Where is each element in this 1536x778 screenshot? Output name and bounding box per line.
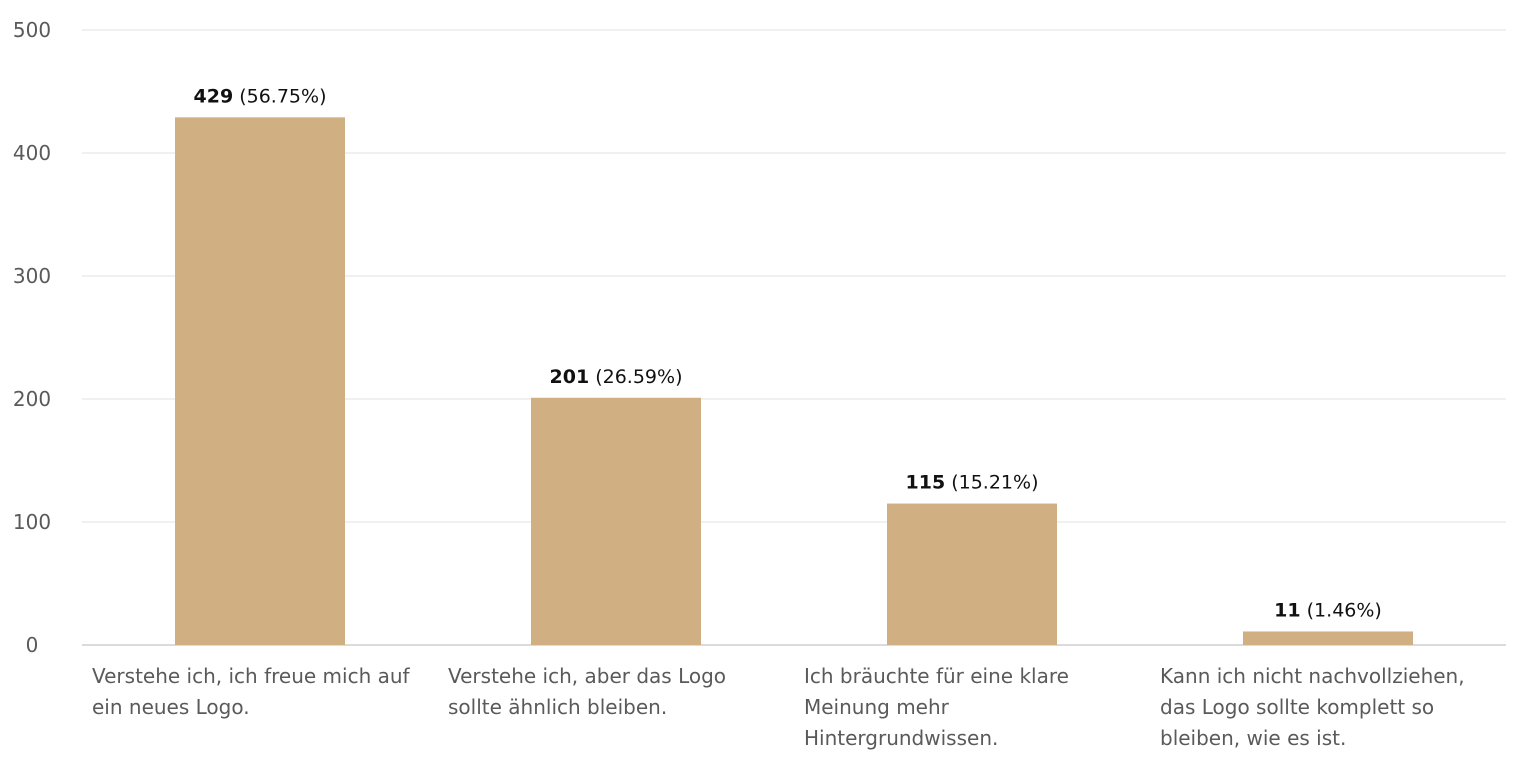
x-axis-ticks: Verstehe ich, ich freue mich auf ein neue… xyxy=(92,664,1465,750)
y-tick-label: 100 xyxy=(13,510,51,534)
y-axis-ticks: 0 100 200 300 400 500 xyxy=(13,18,51,657)
y-tick-label: 400 xyxy=(13,141,51,165)
data-label: 429 (56.75%) xyxy=(194,85,327,107)
bar xyxy=(175,117,345,645)
data-label: 201 (26.59%) xyxy=(550,366,683,388)
bar xyxy=(531,397,701,645)
data-label: 11 (1.46%) xyxy=(1274,599,1382,621)
y-tick-label: 0 xyxy=(26,633,39,657)
x-tick-label: Ich bräuchte für eine klare Meinung mehr H… xyxy=(804,664,1069,750)
x-tick-label: Verstehe ich, aber das Logo sollte ähnlic… xyxy=(448,664,726,719)
x-tick-label: Verstehe ich, ich freue mich auf ein neue… xyxy=(92,664,411,719)
y-tick-label: 300 xyxy=(13,264,51,288)
data-labels: 429 (56.75%) 201 (26.59%) 115 (15.21%) 11 (… xyxy=(194,85,1382,621)
bar xyxy=(887,503,1057,645)
y-tick-label: 500 xyxy=(13,18,51,42)
x-tick-label: Kann ich nicht nachvollziehen, das Logo s… xyxy=(1160,664,1465,750)
data-label: 115 (15.21%) xyxy=(906,472,1039,494)
bar xyxy=(1243,631,1413,645)
y-tick-label: 200 xyxy=(13,387,51,411)
bars xyxy=(175,117,1413,645)
